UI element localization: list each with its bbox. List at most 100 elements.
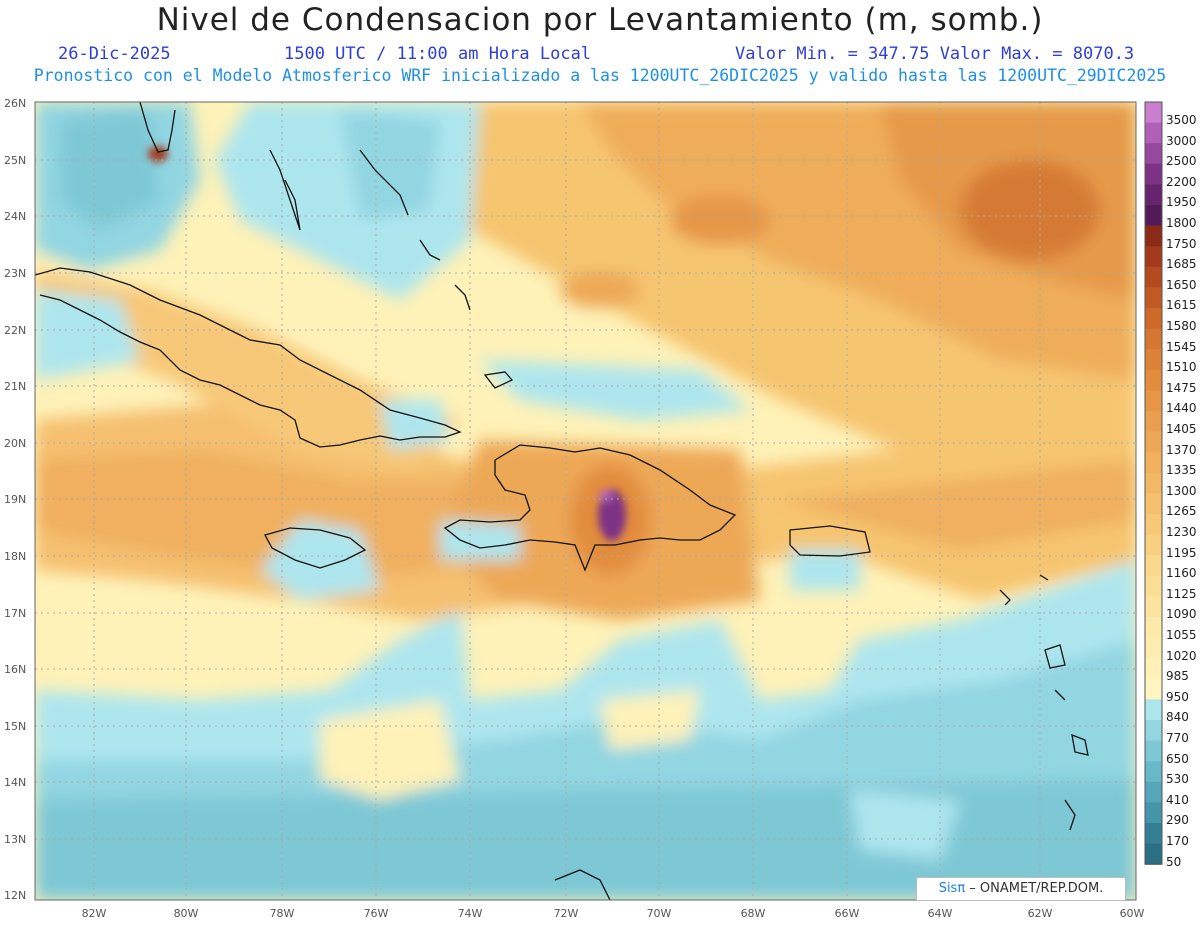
colorbar-level-label: 770 [1166,731,1189,745]
colorbar-swatch [1145,287,1162,309]
forecast-time: 1500 UTC / 11:00 am Hora Local [284,44,592,64]
colorbar-level-label: 1125 [1166,586,1197,601]
colorbar-level-label: 290 [1166,813,1189,828]
colorbar-level-label: 1265 [1166,504,1197,519]
value-stats: Valor Min. = 347.75 Valor Max. = 8070.3 [735,44,1135,64]
lat-label: 25N [4,154,26,167]
colorbar-swatch [1145,534,1162,556]
colorbar-level-label: 1545 [1166,339,1197,354]
lon-label: 72W [554,907,579,920]
colorbar-level-label: 1300 [1166,483,1197,498]
lon-label: 80W [174,907,199,920]
lat-label: 26N [4,97,26,110]
colorbar-level-label: 1230 [1166,525,1197,539]
colorbar-swatch [1145,514,1162,536]
colorbar-level-label: 170 [1166,834,1189,848]
colorbar-level-label: 1615 [1166,298,1197,313]
lat-label: 18N [4,550,26,563]
lat-label: 15N [4,720,26,733]
colorbar-swatch [1145,328,1162,350]
colorbar-frame [1144,101,1163,865]
sispi-logo: Sisπ [938,881,966,896]
lon-label: 82W [82,907,107,920]
colorbar-swatch [1145,143,1162,165]
latitude-axis: 26N 25N 24N 23N 22N 21N 20N 19N 18N 17N … [4,97,26,902]
coastlines [35,102,1089,900]
colorbar-level-label: 840 [1166,710,1189,725]
lon-label: 70W [647,907,672,920]
colorbar-level-label: 1510 [1166,360,1197,375]
forecast-date: 26-Dic-2025 [58,44,171,64]
map-title: Nivel de Condensacion por Levantamiento … [156,2,1044,38]
colorbar-swatch [1145,823,1162,845]
colorbar-swatch [1145,596,1162,618]
colorbar-swatch [1145,555,1162,577]
colorbar-swatch [1145,308,1162,330]
colorbar-swatch [1145,493,1162,515]
colorbar-level-label: 1685 [1166,257,1197,272]
colorbar-swatch [1145,575,1162,597]
credit-text: – ONAMET/REP.DOM. [965,881,1104,896]
colorbar-level-label: 1475 [1166,380,1197,395]
colorbar-swatch [1145,452,1162,474]
lon-label: 76W [364,907,389,920]
colorbar-swatch [1145,390,1162,412]
credit-box: Sisπ – ONAMET/REP.DOM. [916,877,1126,901]
colorbar-level-label: 1090 [1166,607,1197,622]
colorbar-swatch [1145,637,1162,659]
bahamas-eleuthera [359,149,409,216]
colorbar-level-label: 1370 [1166,442,1197,457]
colorbar-swatch [1145,246,1162,268]
colorbar-level-label: 1950 [1166,195,1197,210]
colorbar-swatch [1145,761,1162,783]
jamaica-coast [264,527,367,569]
colorbar-swatch [1145,122,1162,144]
lat-label: 22N [4,324,26,337]
forecast-description: Pronostico con el Modelo Atmosferico WRF… [33,66,1167,85]
colorbar-level-label: 530 [1166,772,1189,787]
lon-label: 60W [1120,907,1145,920]
lat-label: 14N [4,776,26,789]
colorbar-level-label: 3000 [1166,133,1197,148]
lon-label: 68W [741,907,766,920]
cuba-coast [35,267,462,448]
colorbar-level-label: 1055 [1166,628,1197,642]
lat-label: 24N [4,210,26,223]
colorbar-swatch [1145,617,1162,639]
colorbar-swatch [1145,184,1162,206]
longitude-axis: 82W 80W 78W 76W 74W 72W 70W 68W 66W 64W … [82,907,1145,920]
lon-label: 66W [835,907,860,920]
bahamas-andros [269,149,301,231]
hispaniola-coast [443,444,737,572]
lat-label: 12N [4,889,26,902]
colorbar-level-label: 1750 [1166,236,1197,251]
colorbar [1144,101,1163,865]
colorbar-level-label: 410 [1166,792,1189,807]
colorbar-swatch [1145,349,1162,371]
colorbar-swatch [1145,678,1162,700]
colorbar-swatch [1145,102,1162,124]
colorbar-swatch [1145,802,1162,824]
colorbar-level-label: 1800 [1166,216,1197,230]
lat-label: 17N [4,607,26,620]
colorbar-level-label: 1160 [1166,566,1197,581]
colorbar-level-label: 1195 [1166,545,1197,560]
lat-label: 19N [4,493,26,506]
colorbar-level-label: 985 [1166,669,1189,684]
colorbar-swatch [1145,266,1162,288]
lcl-field [35,102,1136,900]
lat-label: 16N [4,663,26,676]
colorbar-level-label: 1335 [1166,463,1197,478]
map-frame [34,101,1137,901]
colorbar-level-label: 1405 [1166,422,1197,436]
map-gridlines [35,102,1136,900]
lon-label: 78W [270,907,295,920]
colorbar-swatch [1145,740,1162,762]
colorbar-swatch [1145,411,1162,433]
lon-label: 74W [458,907,483,920]
colorbar-swatch [1145,720,1162,742]
colorbar-swatch [1145,163,1162,185]
colorbar-swatch [1145,699,1162,721]
colorbar-swatch [1145,658,1162,680]
